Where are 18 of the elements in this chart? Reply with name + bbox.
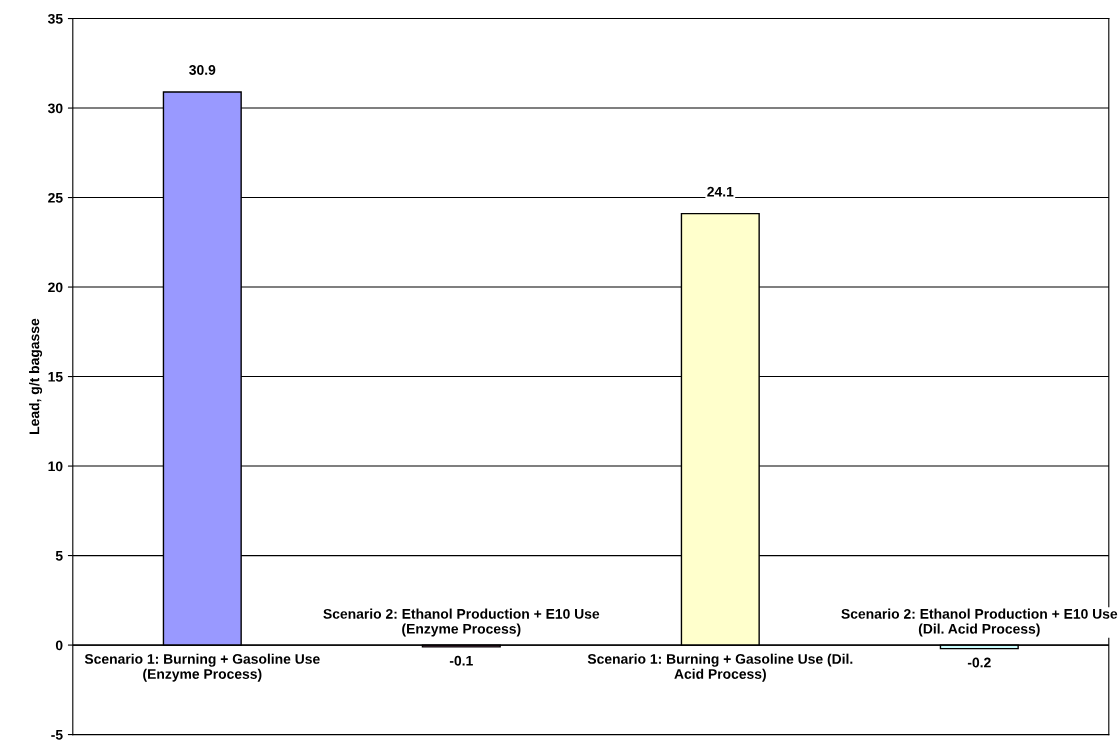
- x-tick-label: Scenario 2: Ethanol Production + E10 Use (Enzyme Process): [323, 608, 600, 637]
- y-tick-label: 35: [47, 13, 63, 24]
- y-tick-label: 30: [47, 103, 63, 114]
- data-label: 30.9: [189, 65, 216, 75]
- y-tick-label: 15: [48, 372, 63, 382]
- y-tick-label: -5: [51, 730, 63, 740]
- data-label: 24.1: [707, 186, 734, 197]
- y-tick-label: 20: [48, 282, 63, 293]
- y-tick-label: 10: [48, 461, 63, 472]
- y-axis-title: Lead, g/t bagasse: [29, 318, 43, 434]
- x-tick-label: Scenario 1: Burning + Gasoline Use (Enzyme Process): [84, 653, 320, 682]
- y-tick-label: 25: [48, 192, 63, 203]
- y-tick-label: 0: [55, 640, 63, 651]
- x-tick-label: Scenario 1: Burning + Gasoline Use (Dil. Acid Process): [587, 653, 853, 682]
- data-label: -0.2: [967, 657, 991, 668]
- y-tick-label: 5: [55, 551, 63, 561]
- data-label: -0.1: [449, 655, 473, 666]
- x-tick-label: Scenario 2: Ethanol Production + E10 Use (Dil. Acid Process): [841, 608, 1118, 637]
